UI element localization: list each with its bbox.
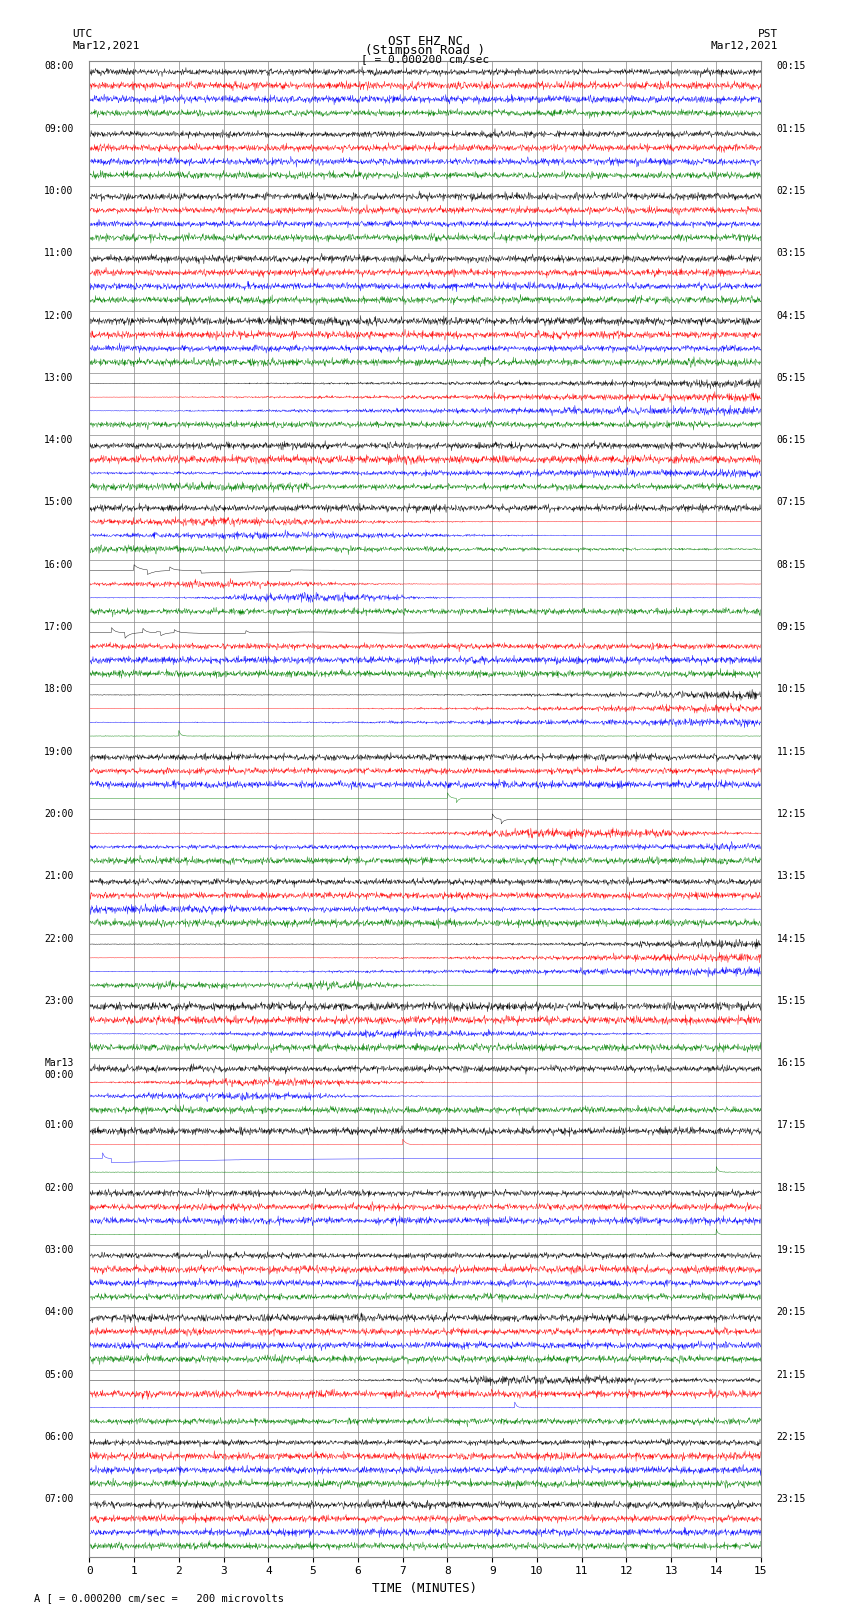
Text: UTC
Mar12,2021: UTC Mar12,2021 [72,29,139,50]
Text: 03:15: 03:15 [776,248,806,258]
Text: 10:15: 10:15 [776,684,806,694]
Text: 18:00: 18:00 [44,684,74,694]
Text: 17:00: 17:00 [44,623,74,632]
Text: Mar13
00:00: Mar13 00:00 [44,1058,74,1079]
Text: 08:00: 08:00 [44,61,74,71]
Text: 06:00: 06:00 [44,1432,74,1442]
Text: 12:00: 12:00 [44,311,74,321]
Text: 18:15: 18:15 [776,1182,806,1192]
Text: 11:00: 11:00 [44,248,74,258]
Text: 16:00: 16:00 [44,560,74,569]
Text: 21:15: 21:15 [776,1369,806,1379]
Text: 09:00: 09:00 [44,124,74,134]
Text: 19:00: 19:00 [44,747,74,756]
Text: 02:15: 02:15 [776,185,806,195]
Text: [ = 0.000200 cm/sec: [ = 0.000200 cm/sec [361,53,489,65]
X-axis label: TIME (MINUTES): TIME (MINUTES) [372,1582,478,1595]
Text: 17:15: 17:15 [776,1121,806,1131]
Text: 09:15: 09:15 [776,623,806,632]
Text: PST
Mar12,2021: PST Mar12,2021 [711,29,778,50]
Text: 13:00: 13:00 [44,373,74,382]
Text: 12:15: 12:15 [776,810,806,819]
Text: 04:00: 04:00 [44,1307,74,1318]
Text: 03:00: 03:00 [44,1245,74,1255]
Text: 05:15: 05:15 [776,373,806,382]
Text: 13:15: 13:15 [776,871,806,881]
Text: 22:00: 22:00 [44,934,74,944]
Text: 23:15: 23:15 [776,1494,806,1505]
Text: 02:00: 02:00 [44,1182,74,1192]
Text: 20:00: 20:00 [44,810,74,819]
Text: 05:00: 05:00 [44,1369,74,1379]
Text: A [ = 0.000200 cm/sec =   200 microvolts: A [ = 0.000200 cm/sec = 200 microvolts [34,1594,284,1603]
Text: 15:00: 15:00 [44,497,74,508]
Text: 10:00: 10:00 [44,185,74,195]
Text: 16:15: 16:15 [776,1058,806,1068]
Text: 07:15: 07:15 [776,497,806,508]
Text: 06:15: 06:15 [776,436,806,445]
Text: 23:00: 23:00 [44,995,74,1007]
Text: 01:00: 01:00 [44,1121,74,1131]
Text: (Stimpson Road ): (Stimpson Road ) [365,44,485,58]
Text: 11:15: 11:15 [776,747,806,756]
Text: OST EHZ NC: OST EHZ NC [388,35,462,48]
Text: 21:00: 21:00 [44,871,74,881]
Text: 01:15: 01:15 [776,124,806,134]
Text: 04:15: 04:15 [776,311,806,321]
Text: 19:15: 19:15 [776,1245,806,1255]
Text: 00:15: 00:15 [776,61,806,71]
Text: 08:15: 08:15 [776,560,806,569]
Text: 22:15: 22:15 [776,1432,806,1442]
Text: 07:00: 07:00 [44,1494,74,1505]
Text: 15:15: 15:15 [776,995,806,1007]
Text: 14:15: 14:15 [776,934,806,944]
Text: 14:00: 14:00 [44,436,74,445]
Text: 20:15: 20:15 [776,1307,806,1318]
